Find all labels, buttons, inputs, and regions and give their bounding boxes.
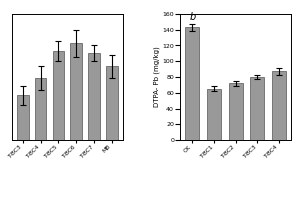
Bar	[207, 89, 221, 140]
Bar	[17, 95, 28, 200]
Bar	[106, 66, 118, 200]
Bar	[53, 51, 64, 200]
Bar	[272, 71, 286, 140]
Y-axis label: DTPA- Pb (mg/kg): DTPA- Pb (mg/kg)	[153, 47, 160, 107]
Bar	[229, 83, 243, 140]
Bar	[35, 78, 46, 200]
Bar	[88, 53, 100, 200]
Bar	[70, 43, 82, 200]
Bar	[185, 27, 200, 140]
Bar	[250, 77, 264, 140]
Text: b: b	[189, 12, 196, 22]
